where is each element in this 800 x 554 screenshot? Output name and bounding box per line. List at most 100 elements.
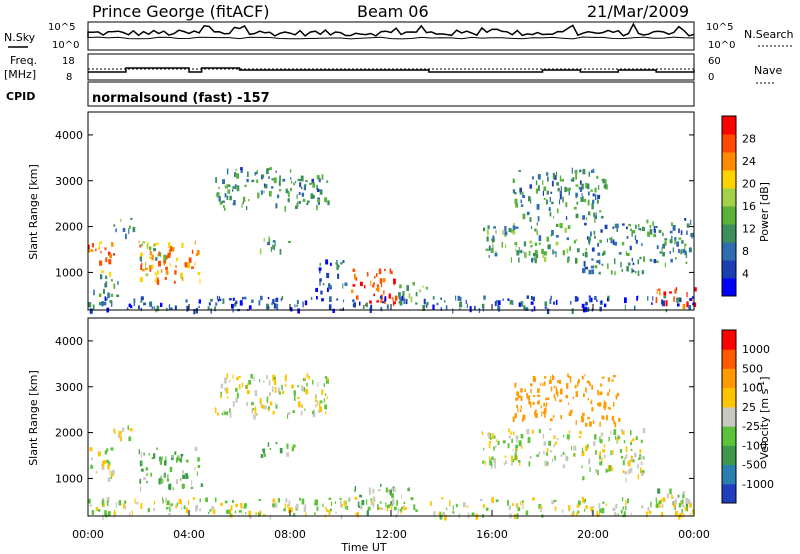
cpid-text: normalsound (fast) -157 bbox=[92, 91, 270, 106]
velocity-cell bbox=[380, 483, 382, 487]
power-cell bbox=[310, 297, 313, 300]
velocity-cell bbox=[110, 474, 113, 479]
power-cell bbox=[360, 281, 363, 287]
power-cell bbox=[101, 301, 104, 307]
power-cell bbox=[616, 228, 618, 232]
power-cell bbox=[693, 287, 697, 292]
power-cell bbox=[235, 300, 238, 305]
power-cell bbox=[585, 301, 588, 306]
power-cell bbox=[194, 261, 196, 266]
power-cell bbox=[175, 265, 177, 268]
velocity-cell bbox=[535, 409, 537, 413]
velocity-cell bbox=[147, 507, 150, 513]
velocity-cell bbox=[205, 497, 208, 503]
power-cell bbox=[158, 260, 161, 267]
power-cell bbox=[359, 301, 361, 306]
power-cell bbox=[170, 307, 173, 311]
velocity-cell bbox=[349, 497, 351, 501]
power-cell bbox=[165, 266, 168, 271]
power-cell bbox=[583, 261, 586, 267]
power-cell bbox=[288, 241, 291, 243]
power-cell bbox=[631, 230, 633, 237]
velocity-cell bbox=[269, 448, 272, 451]
velocity-cell bbox=[117, 433, 120, 439]
velocity-cell bbox=[544, 375, 547, 379]
power-cell bbox=[104, 247, 107, 251]
velocity-cell bbox=[639, 453, 641, 460]
velocity-cell bbox=[452, 511, 455, 514]
power-cell bbox=[248, 199, 250, 202]
power-cell bbox=[610, 240, 613, 244]
power-cell bbox=[611, 236, 613, 242]
power-cell bbox=[520, 199, 522, 203]
velocity-cell bbox=[305, 389, 309, 395]
power-cell bbox=[263, 183, 265, 188]
power-cell bbox=[635, 224, 637, 229]
velocity-cell bbox=[263, 453, 266, 457]
power-cell bbox=[592, 199, 595, 204]
velocity-cell bbox=[301, 498, 305, 505]
power-cell bbox=[180, 272, 183, 278]
velocity-cell bbox=[483, 504, 486, 508]
power-cell bbox=[575, 173, 578, 180]
power-cell bbox=[512, 178, 515, 183]
velocity-cell bbox=[634, 452, 637, 458]
power-cell bbox=[541, 248, 544, 254]
power-colorbar-swatch bbox=[722, 170, 736, 189]
freq-tick-top: 18 bbox=[62, 56, 75, 67]
velocity-cell bbox=[682, 491, 686, 495]
power-cell bbox=[662, 232, 664, 237]
power-cell bbox=[327, 287, 329, 292]
velocity-cell bbox=[413, 504, 416, 510]
velocity-ylabel: Slant Range [km] bbox=[27, 370, 40, 466]
power-cell bbox=[553, 301, 555, 305]
velocity-cell bbox=[169, 466, 173, 473]
velocity-cell bbox=[266, 396, 269, 403]
velocity-cell bbox=[159, 456, 162, 462]
power-cell bbox=[320, 290, 323, 295]
velocity-cell bbox=[538, 399, 540, 404]
power-cell bbox=[165, 270, 169, 275]
power-cell bbox=[149, 267, 152, 272]
velocity-cell bbox=[162, 497, 164, 501]
velocity-cell bbox=[175, 504, 178, 509]
power-cell bbox=[103, 301, 107, 306]
power-cell bbox=[378, 268, 382, 275]
power-cell bbox=[614, 271, 616, 276]
velocity-cell bbox=[502, 440, 506, 444]
velocity-cell bbox=[315, 499, 318, 506]
power-cell bbox=[504, 234, 507, 237]
power-cell bbox=[111, 279, 113, 282]
velocity-cell bbox=[291, 447, 295, 452]
power-cell bbox=[562, 196, 564, 203]
velocity-cell bbox=[219, 396, 222, 399]
velocity-cell bbox=[368, 487, 371, 493]
velocity-colorbar-label-sup: -1 bbox=[757, 381, 766, 389]
velocity-cell bbox=[331, 501, 333, 506]
velocity-cell bbox=[279, 391, 281, 395]
power-cell bbox=[585, 248, 588, 251]
power-cell bbox=[519, 189, 522, 195]
power-cell bbox=[662, 243, 665, 249]
velocity-cell bbox=[526, 392, 528, 399]
power-cell bbox=[148, 246, 152, 250]
velocity-cell bbox=[674, 511, 678, 516]
power-cell bbox=[594, 296, 597, 300]
velocity-cell bbox=[575, 391, 578, 397]
velocity-cell bbox=[597, 402, 600, 406]
power-cell bbox=[392, 297, 394, 302]
velocity-cell bbox=[660, 498, 663, 504]
power-cell bbox=[329, 296, 332, 303]
velocity-cell bbox=[625, 446, 628, 453]
power-cell bbox=[633, 305, 636, 310]
velocity-cell bbox=[584, 508, 586, 512]
velocity-cell bbox=[489, 433, 492, 438]
power-cell bbox=[596, 199, 599, 204]
power-cell bbox=[674, 289, 677, 294]
power-cell bbox=[299, 182, 302, 188]
power-cell bbox=[321, 174, 324, 180]
velocity-cell bbox=[605, 503, 608, 506]
power-cell bbox=[530, 301, 534, 305]
power-cell bbox=[363, 285, 366, 289]
